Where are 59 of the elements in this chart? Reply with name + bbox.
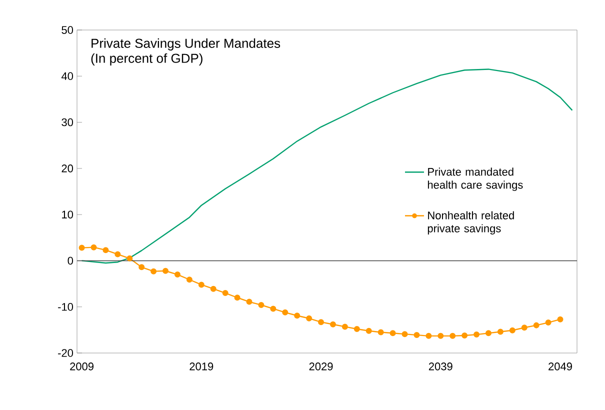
- x-tick-label: 2019: [190, 362, 214, 370]
- point: [497, 328, 504, 335]
- point: [402, 331, 408, 338]
- point: [294, 312, 300, 319]
- point: [354, 326, 360, 332]
- point: [485, 330, 492, 336]
- y-tick-label: 20: [62, 164, 74, 172]
- point: [450, 332, 456, 339]
- point: [509, 327, 516, 334]
- x-tick-label: 2039: [428, 362, 452, 370]
- point: [390, 330, 396, 336]
- point: [282, 309, 288, 316]
- point: [246, 298, 252, 305]
- point: [138, 264, 145, 270]
- point: [366, 328, 372, 334]
- text: Private Savings Under Mandates: [92, 38, 280, 50]
- x-tick-label: 2049: [548, 362, 572, 370]
- line-series: [81, 68, 573, 264]
- point: [378, 329, 384, 336]
- point: [174, 272, 180, 278]
- point: [306, 315, 312, 322]
- point: [414, 332, 420, 338]
- point: [438, 332, 444, 339]
- x-tick-label: 2009: [70, 362, 94, 370]
- y-tick-label: -10: [58, 302, 74, 311]
- point: [330, 321, 336, 328]
- point: [533, 322, 540, 328]
- point: [198, 282, 204, 288]
- point: [426, 332, 432, 339]
- legend-label: Nonhealth related private savings: [428, 211, 514, 234]
- y-tick-label: 10: [62, 210, 74, 218]
- y-tick-label: 50: [62, 26, 74, 34]
- point: [210, 286, 216, 292]
- point: [270, 306, 276, 312]
- point: [78, 244, 85, 251]
- y-tick-label: -20: [58, 349, 74, 357]
- y-tick-label: 0: [68, 256, 74, 265]
- point: [474, 332, 480, 338]
- point: [234, 294, 240, 301]
- text: (In percent of GDP): [91, 53, 202, 66]
- point: [102, 247, 109, 254]
- point: [258, 302, 264, 308]
- point: [114, 251, 121, 258]
- point: [126, 255, 133, 262]
- legend-label: Private mandated health care savings: [428, 168, 523, 191]
- point: [462, 332, 468, 338]
- point: [557, 316, 564, 322]
- x-tick-label: 2029: [309, 362, 333, 370]
- point: [342, 324, 348, 330]
- point: [318, 319, 324, 326]
- point: [90, 244, 97, 250]
- point: [545, 320, 552, 326]
- point: [521, 324, 528, 331]
- point: [162, 268, 169, 274]
- point: [186, 276, 192, 283]
- y-tick-label: 30: [62, 118, 74, 126]
- point: [150, 268, 157, 274]
- point: [222, 290, 228, 296]
- y-tick-label: 40: [61, 72, 74, 80]
